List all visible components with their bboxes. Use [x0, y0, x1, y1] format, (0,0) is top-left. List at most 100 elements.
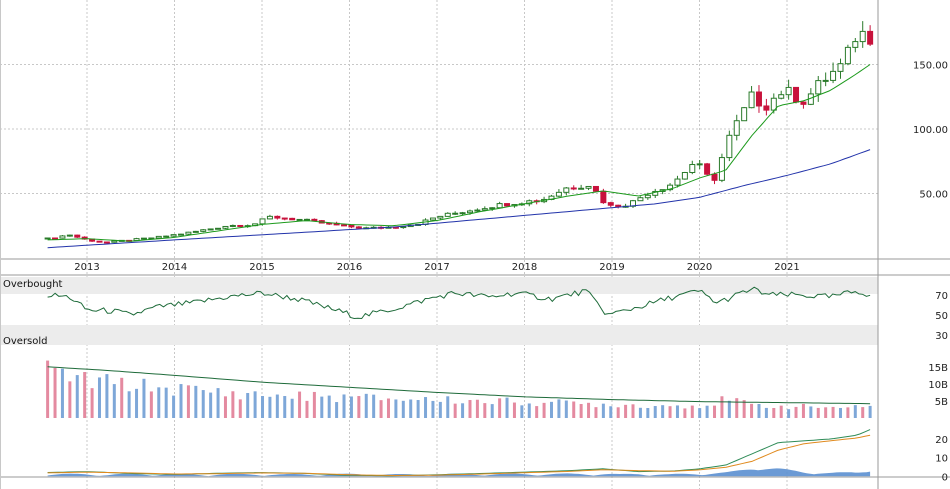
- candle-body: [289, 217, 296, 221]
- volume-bar: [624, 404, 628, 418]
- volume-bar: [179, 384, 183, 418]
- volume-bar: [787, 409, 791, 418]
- volume-bar: [216, 388, 220, 418]
- volume-bar: [549, 401, 553, 418]
- candle-body: [652, 190, 659, 196]
- volume-bar: [853, 405, 857, 418]
- oversold-label: Oversold: [3, 336, 48, 347]
- volume-bar: [468, 400, 472, 418]
- volume-bar: [527, 403, 531, 418]
- volume-bar: [120, 377, 124, 418]
- volume-bar: [201, 390, 205, 418]
- volume-bar: [675, 405, 679, 418]
- volume-bar: [186, 385, 190, 418]
- volume-bar: [157, 387, 161, 418]
- candle-body: [570, 187, 577, 190]
- candle-body: [111, 240, 118, 243]
- macd-histogram: [47, 468, 871, 477]
- candle-body: [674, 178, 681, 186]
- rsi-line: [47, 286, 871, 320]
- volume-bar: [90, 388, 94, 418]
- volume-bar: [379, 400, 383, 418]
- volume-bar: [638, 407, 642, 418]
- volume-bar: [238, 399, 242, 418]
- candle-body: [748, 91, 755, 109]
- x-tick-label: 2021: [774, 262, 799, 273]
- candle-body: [66, 234, 73, 237]
- volume-bar: [727, 400, 731, 418]
- candle-body: [763, 105, 770, 111]
- candle-body: [504, 203, 511, 207]
- candle-body: [778, 94, 785, 99]
- candle-body: [459, 212, 466, 215]
- price-y-tick-label: 100.00: [913, 125, 948, 136]
- candle-body: [437, 215, 444, 219]
- volume-bar: [653, 406, 657, 418]
- candle-body: [793, 86, 800, 103]
- volume-bar: [446, 396, 450, 418]
- volume-bar: [512, 402, 516, 418]
- candle-body: [192, 230, 199, 233]
- candle-body: [785, 86, 792, 96]
- volume-panel: [46, 360, 872, 418]
- volume-bar: [327, 395, 331, 418]
- x-tick-label: 2014: [162, 262, 187, 273]
- volume-bar: [335, 402, 339, 418]
- candle-body: [755, 91, 762, 107]
- volume-bar: [172, 395, 176, 418]
- candle-body: [74, 234, 81, 238]
- volume-bar: [112, 384, 116, 418]
- candle-body: [733, 120, 740, 136]
- candle-body: [481, 208, 488, 211]
- candle-body: [185, 231, 192, 235]
- candle-body: [200, 229, 207, 232]
- candle-body: [615, 204, 622, 207]
- volume-bar: [320, 396, 324, 418]
- volume-bar: [520, 405, 524, 418]
- macd-y-tick-label: 10: [935, 454, 948, 465]
- volume-bar: [394, 399, 398, 418]
- volume-bar: [794, 406, 798, 418]
- candle-body: [466, 210, 473, 214]
- volume-bar: [542, 402, 546, 418]
- volume-bar: [557, 399, 561, 418]
- volume-bar: [631, 404, 635, 418]
- volume-bar: [490, 404, 494, 418]
- volume-bar: [735, 398, 739, 418]
- volume-bar: [698, 408, 702, 418]
- volume-bar: [461, 403, 465, 418]
- labels: 2013 2014 2015 2016 2017 2018 2019 2020 2021 50.0…: [3, 61, 948, 484]
- volume-bar: [68, 381, 72, 418]
- candle-body: [644, 194, 651, 199]
- candle-body: [637, 197, 644, 202]
- volume-bar: [705, 405, 709, 418]
- volume-bar: [779, 405, 783, 418]
- rsi-y-tick-label: 30: [935, 331, 948, 342]
- volume-bar: [661, 405, 665, 418]
- volume-bar: [275, 394, 279, 418]
- x-tick-label: 2016: [337, 262, 362, 273]
- candle-body: [178, 233, 185, 236]
- volume-bar: [683, 408, 687, 418]
- candle-body: [711, 173, 718, 181]
- candle-body: [103, 241, 110, 244]
- candle-body: [585, 185, 592, 189]
- volume-bar: [364, 393, 368, 418]
- volume-y-tick-label: 10B: [928, 380, 948, 391]
- volume-bar: [535, 406, 539, 418]
- volume-bar: [475, 399, 479, 418]
- candle-body: [852, 41, 859, 48]
- candle-body: [259, 218, 266, 225]
- volume-bar: [816, 407, 820, 418]
- candle-body: [815, 80, 822, 95]
- candle-body: [170, 234, 177, 237]
- candle-body: [607, 202, 614, 206]
- candle-body: [341, 224, 348, 227]
- candle-body: [555, 191, 562, 197]
- volume-bar: [668, 406, 672, 418]
- candle-body: [96, 240, 103, 243]
- volume-bar: [594, 407, 598, 418]
- volume-bar: [690, 405, 694, 418]
